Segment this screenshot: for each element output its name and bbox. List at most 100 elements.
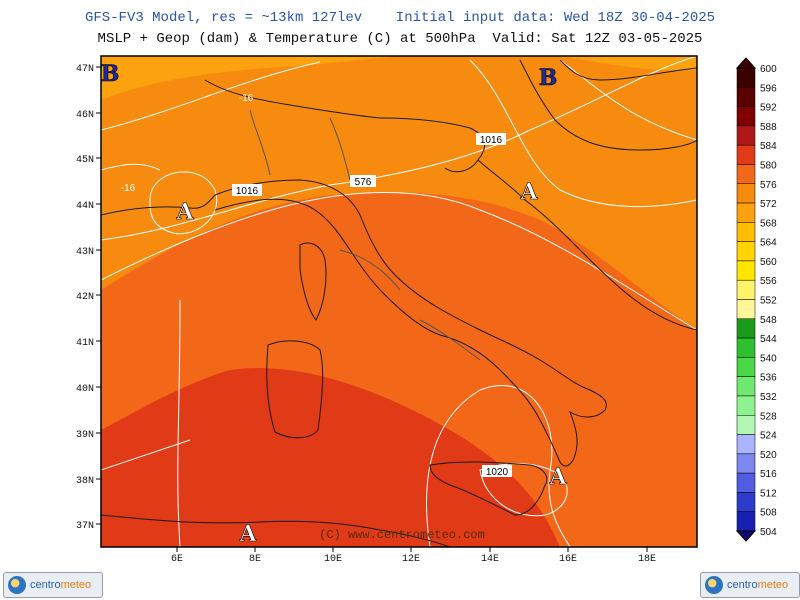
legend-swatch [736, 164, 756, 184]
high-pressure-symbol: A [548, 464, 567, 490]
logo-icon [8, 576, 26, 594]
legend-swatch [736, 260, 756, 281]
legend-label: 504 [760, 527, 777, 538]
lon-label: 16E [559, 554, 577, 565]
legend-swatch [736, 106, 756, 127]
lon-label: 10E [324, 554, 342, 565]
logo-word: meteo [757, 579, 789, 591]
pressure-centers: A A A A A B B [100, 61, 567, 548]
legend-label: 560 [760, 257, 777, 268]
legend-label: 536 [760, 373, 777, 384]
legend-label: 524 [760, 431, 777, 442]
lat-label: 44N [76, 201, 94, 212]
legend-top-arrow [735, 57, 757, 69]
legend-label: 540 [760, 353, 777, 364]
legend-swatch [736, 279, 756, 300]
legend-swatch [736, 453, 756, 474]
model-info-title: GFS-FV3 Model, res = ~13km 127lev Initia… [84, 10, 716, 26]
legend-label: 512 [760, 488, 777, 499]
lat-label: 37N [76, 521, 94, 532]
legend-swatch [736, 125, 756, 146]
legend-label: 568 [760, 218, 777, 229]
coastlines [101, 59, 697, 547]
logo-word: centro [727, 579, 758, 591]
lat-label: 42N [76, 292, 94, 303]
legend-swatch [736, 87, 756, 107]
lon-label: 6E [171, 554, 183, 565]
legend-label: 516 [760, 469, 777, 480]
field-info-title: MSLP + Geop (dam) & Temperature (C) at 5… [97, 31, 703, 47]
legend-swatch [736, 492, 756, 512]
legend-swatch [736, 511, 756, 532]
lat-label: 40N [76, 384, 94, 395]
temperature-label: -16 [121, 183, 136, 194]
legend-label: 544 [760, 334, 777, 345]
legend-label: 600 [760, 64, 777, 75]
legend-swatch [736, 241, 756, 262]
temperature-bands [101, 56, 697, 547]
legend-swatch [736, 202, 756, 223]
legend-swatch [736, 337, 756, 358]
temperature-label: -16 [239, 93, 254, 104]
high-pressure-symbol: A [519, 179, 538, 205]
map-frame [100, 55, 698, 548]
legend-label: 508 [760, 508, 777, 519]
low-pressure-symbol: B [539, 65, 558, 91]
legend-label: 580 [760, 160, 777, 171]
logo-badge: centro meteo [700, 572, 800, 598]
lon-label: 8E [249, 554, 261, 565]
logo-icon [705, 576, 723, 594]
legend-label: 556 [760, 276, 777, 287]
lon-label: 14E [481, 554, 499, 565]
legend-swatch [736, 472, 756, 493]
lat-label: 43N [76, 247, 94, 258]
legend-label: 528 [760, 411, 777, 422]
watermark-text: (C) www.centrometeo.com [319, 528, 485, 542]
legend-swatch [736, 318, 756, 339]
legend-swatch [736, 183, 756, 204]
legend-label: 596 [760, 83, 777, 94]
isobar-label: 1020 [486, 467, 509, 478]
legend-swatch [736, 222, 756, 242]
legend-swatch [736, 144, 756, 165]
isobar-label: 1016 [236, 186, 259, 197]
lat-label: 47N [76, 64, 94, 75]
lat-label: 45N [76, 155, 94, 166]
legend-label: 532 [760, 392, 777, 403]
legend-label: 548 [760, 315, 777, 326]
logo-badge: centro meteo [3, 572, 103, 598]
logo-word: centro [30, 579, 61, 591]
legend-swatch [736, 376, 756, 397]
lon-label: 12E [402, 554, 420, 565]
longitude-axis: 6E 8E 10E 12E 14E 16E 18E [171, 547, 656, 565]
legend-label: 592 [760, 103, 777, 114]
legend-label: 576 [760, 180, 777, 191]
legend-swatch [736, 357, 756, 377]
legend-swatch [736, 299, 756, 320]
lon-label: 18E [638, 554, 656, 565]
legend-label: 584 [760, 141, 777, 152]
legend-label: 520 [760, 450, 777, 461]
contour-labels: 1016 1016 1020 576 -16 -16 [121, 93, 512, 478]
legend-swatch [736, 434, 756, 455]
legend-swatch [736, 395, 756, 416]
lat-label: 38N [76, 476, 94, 487]
color-legend: 600 596 592 588 584 580 576 572 568 564 560 556 552 5… [735, 57, 777, 542]
lat-label: 46N [76, 110, 94, 121]
legend-bottom-arrow [735, 530, 757, 542]
logo-word: meteo [60, 579, 92, 591]
legend-swatch [736, 415, 756, 435]
isobar-label: 1016 [480, 135, 503, 146]
legend-label: 564 [760, 238, 777, 249]
lat-label: 39N [76, 430, 94, 441]
high-pressure-symbol: A [175, 199, 194, 225]
legend-label: 572 [760, 199, 777, 210]
lat-label: 41N [76, 338, 94, 349]
low-pressure-symbol: B [101, 61, 120, 87]
legend-swatch [736, 67, 756, 88]
legend-label: 552 [760, 296, 777, 307]
high-pressure-symbol: A [238, 521, 257, 547]
legend-label: 588 [760, 122, 777, 133]
geopotential-label: 576 [355, 177, 372, 188]
